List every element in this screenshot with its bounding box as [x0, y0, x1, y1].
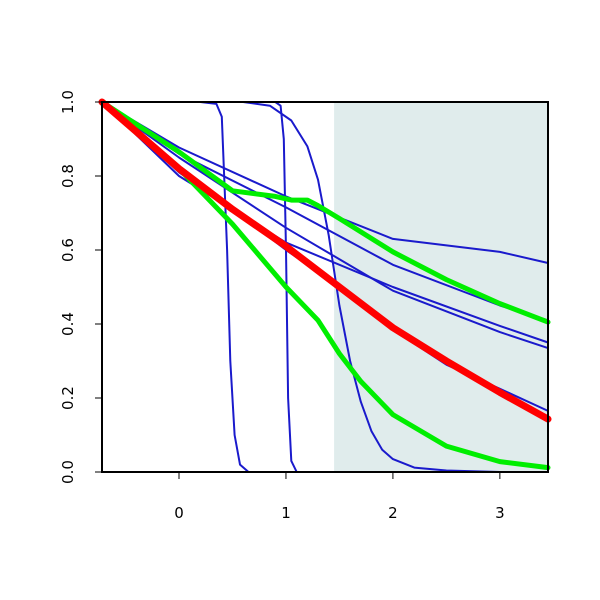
y-tick-label: 0.2	[59, 386, 77, 410]
x-tick-label: 1	[281, 504, 291, 522]
y-tick-label: 0.0	[59, 460, 77, 484]
x-tick-label: 3	[495, 504, 505, 522]
series-line-green-9	[99, 99, 551, 471]
x-tick-label: 2	[388, 504, 398, 522]
series-line-blue-2	[101, 101, 549, 350]
y-tick-label: 1.0	[59, 90, 77, 114]
shaded-region	[334, 102, 548, 472]
plot-frame	[101, 101, 549, 473]
y-tick-label: 0.6	[59, 238, 77, 262]
series-line-blue-3	[101, 101, 549, 344]
y-tick-label: 0.8	[59, 164, 77, 188]
series-line-red-10	[98, 98, 552, 423]
y-tick-label: 0.4	[59, 312, 77, 336]
series-line-green-8	[99, 99, 551, 325]
series-layer	[98, 98, 552, 473]
x-tick-label: 0	[174, 504, 184, 522]
series-line-blue-7	[101, 101, 549, 473]
axis-layer: 0 1 2 3 0.0 0.2 0.4 0.6 0.8 1.0	[59, 90, 505, 522]
